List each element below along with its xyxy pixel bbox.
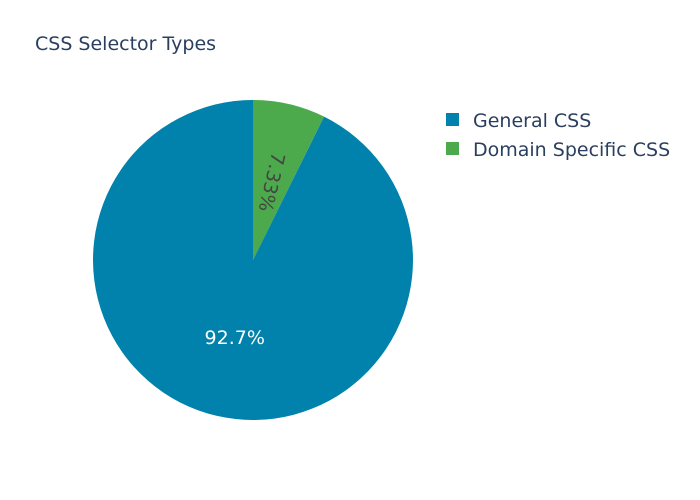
pie-slice-general-css[interactable] [92, 100, 413, 420]
legend-label-general-css: General CSS [473, 110, 591, 132]
legend-label-domain-specific-css: Domain Specific CSS [473, 139, 670, 161]
legend-item-general-css[interactable]: General CSS [446, 110, 591, 132]
legend-item-domain-specific-css[interactable]: Domain Specific CSS [446, 139, 670, 161]
legend-swatch-domain-specific-css [446, 142, 459, 155]
legend: General CSS Domain Specific CSS [446, 110, 670, 161]
pie-slice-domain-specific-css[interactable] [253, 100, 325, 260]
legend-swatch-general-css [446, 113, 459, 126]
slice-label-general-css: 92.7% [205, 327, 265, 349]
chart-title: CSS Selector Types [35, 33, 216, 55]
pie-slices [92, 100, 413, 420]
